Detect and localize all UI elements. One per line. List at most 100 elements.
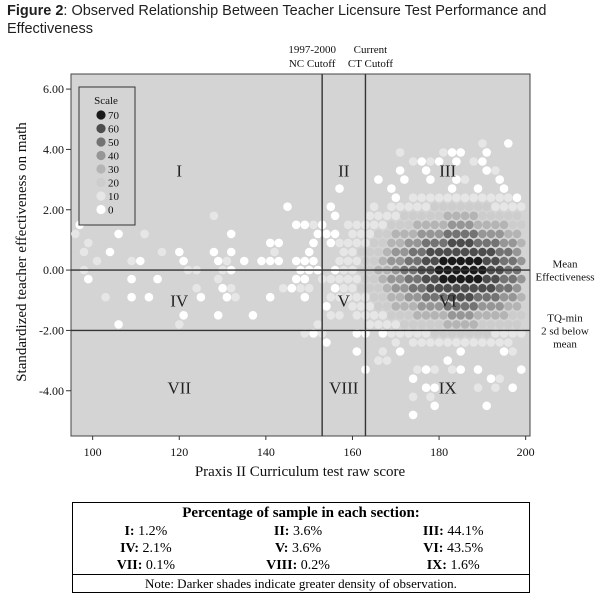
legend-swatch (96, 191, 106, 201)
threshold-label: 2 sd below (541, 325, 589, 337)
density-cell (222, 292, 232, 302)
legend-label: 20 (108, 178, 120, 190)
density-cell (265, 256, 275, 266)
density-cell (408, 193, 418, 202)
density-cell (473, 184, 483, 193)
figure-caption: Figure 2: Observed Relationship Between … (7, 2, 597, 38)
density-cell (443, 302, 453, 311)
plot-area (70, 73, 531, 437)
density-cell (417, 157, 427, 166)
density-cell (430, 329, 440, 338)
density-cell (469, 320, 479, 329)
density-cell (391, 283, 401, 293)
density-cell (430, 238, 440, 248)
density-cell (469, 211, 479, 221)
density-cell (439, 256, 448, 266)
section-value: 1.2% (138, 523, 168, 539)
density-cell (486, 338, 496, 347)
density-cell (387, 220, 396, 230)
density-cell (369, 238, 379, 248)
density-cell (265, 238, 275, 248)
density-cell (426, 211, 435, 221)
density-cell (387, 311, 396, 320)
density-cell (482, 401, 492, 411)
density-cell (213, 311, 223, 320)
density-cell (495, 175, 505, 184)
density-cell (482, 329, 492, 338)
density-cell (369, 274, 379, 284)
density-cell (300, 274, 310, 284)
density-cell (335, 292, 344, 302)
density-cell (508, 311, 517, 320)
y-axis-label: Standardized teacher effectiveness on ma… (14, 122, 30, 382)
density-cell (408, 320, 418, 329)
density-cell (356, 302, 366, 311)
density-cell (395, 256, 405, 266)
density-cell (478, 247, 487, 257)
density-cell (231, 292, 240, 302)
density-cell (421, 274, 431, 284)
density-cell (421, 238, 431, 248)
density-cell (395, 347, 405, 356)
density-cell (387, 184, 396, 193)
density-cell (473, 311, 483, 320)
density-cell (456, 311, 466, 320)
density-cell (322, 302, 331, 311)
density-cell (456, 329, 466, 338)
density-cell (391, 338, 401, 347)
density-cell (426, 193, 435, 202)
density-cell (330, 229, 340, 239)
density-cell (434, 338, 444, 347)
density-cell (179, 256, 188, 266)
density-cell (105, 247, 115, 257)
density-cell (504, 247, 513, 257)
density-cell (153, 274, 162, 284)
density-cell (456, 256, 466, 266)
density-cell (127, 292, 136, 302)
density-cell (495, 229, 505, 239)
density-cell (335, 274, 344, 284)
x-tick-label: 180 (430, 445, 448, 459)
density-cell (504, 283, 513, 293)
density-cell (300, 329, 310, 338)
density-cell (408, 374, 418, 384)
density-cell (426, 283, 435, 293)
density-cell (430, 401, 440, 411)
density-cell (413, 311, 422, 320)
threshold-label: mean (553, 338, 577, 350)
section-label: II: (273, 523, 290, 539)
density-cell (443, 193, 453, 202)
density-cell (365, 229, 375, 239)
density-cell (456, 347, 466, 356)
density-cell (179, 311, 188, 320)
density-cell (504, 320, 513, 329)
density-cell (140, 229, 149, 239)
density-cell (417, 247, 427, 257)
density-cell (369, 311, 379, 320)
density-cell (421, 292, 431, 302)
density-cell (365, 320, 375, 329)
density-cell (343, 292, 353, 302)
density-cell (369, 256, 379, 266)
density-cell (213, 256, 223, 266)
density-cell (136, 256, 145, 266)
density-cell (430, 365, 440, 374)
density-cell (517, 256, 526, 266)
density-cell (460, 338, 470, 347)
density-cell (408, 211, 418, 221)
density-cell (443, 229, 453, 239)
density-cell (382, 211, 392, 221)
section-label: I: (124, 523, 135, 539)
density-cell (391, 193, 401, 202)
cutoff-label: NC Cutoff (289, 58, 336, 70)
density-cell (460, 320, 470, 329)
density-cell (508, 347, 517, 356)
density-cell (413, 256, 422, 266)
density-cell (322, 338, 331, 347)
density-cell (456, 238, 466, 248)
density-cell (417, 302, 427, 311)
figure-label: Figure 2 (7, 3, 64, 19)
density-cell (92, 256, 102, 266)
density-cell (456, 274, 466, 284)
density-cell (469, 283, 479, 293)
